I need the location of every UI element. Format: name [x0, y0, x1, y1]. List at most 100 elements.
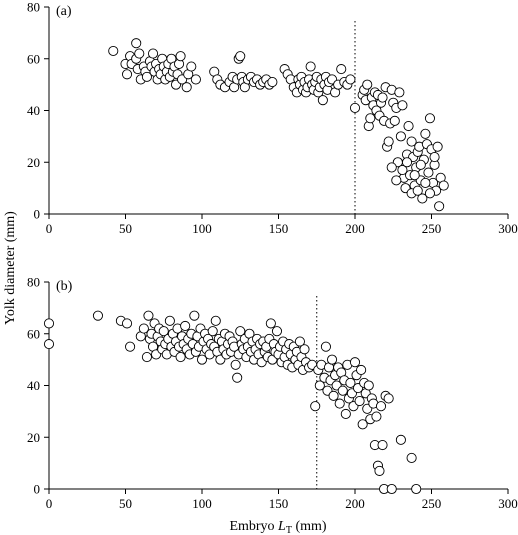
x-tick-label: 250 — [422, 496, 442, 511]
data-point — [345, 377, 356, 388]
data-point — [210, 315, 221, 326]
data-point — [230, 359, 241, 370]
data-point — [175, 51, 186, 62]
data-point — [158, 326, 169, 337]
data-point — [143, 310, 154, 321]
x-tick-label: 150 — [269, 496, 289, 511]
data-point — [386, 162, 397, 173]
data-point — [305, 61, 316, 72]
data-point — [397, 164, 408, 176]
x-axis-title-symbol: L — [277, 519, 286, 534]
data-point — [349, 357, 361, 368]
data-point — [125, 341, 136, 352]
x-tick-label: 50 — [119, 496, 132, 511]
y-tick-label: 40 — [27, 378, 40, 393]
data-point — [207, 326, 218, 337]
data-point — [420, 177, 431, 188]
data-point — [395, 434, 406, 445]
y-axis-title: Yolk diameter (mm) — [3, 211, 18, 325]
data-point — [432, 141, 443, 152]
panel-a: 0 50 100 150 200 250 300 0 20 40 60 80 (a) — [27, 0, 518, 236]
data-point — [371, 411, 382, 422]
data-point — [411, 483, 422, 495]
data-point — [394, 87, 405, 98]
y-tick-label: 80 — [27, 275, 40, 290]
data-point — [438, 180, 449, 191]
y-tick-label: 20 — [27, 430, 40, 445]
data-point — [345, 74, 356, 85]
x-tick-label: 150 — [269, 221, 289, 236]
data-point — [377, 439, 388, 451]
x-axis-title-unit: (mm) — [292, 519, 327, 534]
panel-label: (a) — [56, 4, 72, 19]
x-tick-label: 100 — [192, 496, 212, 511]
y-tick-label: 20 — [27, 155, 40, 170]
data-point — [141, 351, 152, 363]
data-point — [190, 74, 201, 85]
data-point — [357, 419, 368, 430]
data-point — [108, 45, 119, 57]
data-point — [326, 354, 338, 365]
y-tick-label: 60 — [27, 326, 40, 341]
x-tick-label: 50 — [119, 221, 132, 236]
data-point — [92, 310, 104, 321]
data-point — [389, 115, 400, 126]
data-point — [336, 64, 347, 75]
data-point — [180, 320, 191, 332]
x-tick-label: 0 — [46, 496, 53, 511]
data-point — [121, 318, 133, 329]
data-point — [406, 136, 417, 147]
data-point — [235, 326, 246, 337]
y-tick-label: 60 — [27, 51, 40, 66]
data-point — [267, 76, 278, 88]
data-point — [232, 372, 243, 383]
y-tick-label: 0 — [34, 482, 41, 497]
data-point — [374, 465, 385, 476]
data-point — [403, 120, 414, 132]
data-point — [138, 323, 149, 334]
data-point — [406, 452, 417, 464]
data-point — [294, 336, 305, 347]
data-point — [423, 167, 434, 178]
data-point — [409, 170, 420, 181]
data-point — [196, 354, 208, 365]
panel-label: (b) — [56, 279, 73, 294]
data-point — [189, 310, 200, 321]
data-point — [365, 113, 376, 124]
data-point — [147, 48, 159, 59]
data-point — [386, 483, 397, 495]
data-point — [415, 159, 426, 170]
data-point — [43, 318, 55, 329]
data-point — [265, 318, 276, 329]
data-point — [175, 351, 186, 363]
data-point — [401, 157, 413, 168]
y-tick-label: 0 — [34, 207, 41, 222]
data-point — [424, 113, 436, 124]
data-point — [395, 131, 406, 142]
data-point — [397, 100, 408, 111]
x-tick-label: 200 — [345, 496, 365, 511]
data-point — [314, 380, 325, 391]
data-point — [141, 71, 152, 82]
x-tick-label: 250 — [422, 221, 442, 236]
data-point — [131, 38, 142, 49]
data-point — [164, 315, 175, 326]
data-point — [334, 398, 345, 409]
data-point — [299, 344, 310, 355]
panel-b: 0 50 100 150 200 250 300 0 20 40 60 80 (b) — [27, 275, 518, 512]
data-point — [235, 51, 246, 62]
data-point — [420, 128, 431, 139]
data-point — [417, 193, 428, 204]
x-axis-title-subscript: T — [286, 525, 292, 535]
data-point — [328, 390, 339, 401]
data-point — [340, 408, 351, 420]
data-point — [349, 102, 361, 113]
data-point — [375, 401, 387, 412]
data-point — [43, 339, 55, 350]
data-point — [354, 395, 365, 407]
data-point — [391, 175, 402, 186]
data-point — [362, 79, 373, 90]
y-tick-label: 80 — [27, 0, 40, 15]
data-point — [121, 69, 133, 80]
